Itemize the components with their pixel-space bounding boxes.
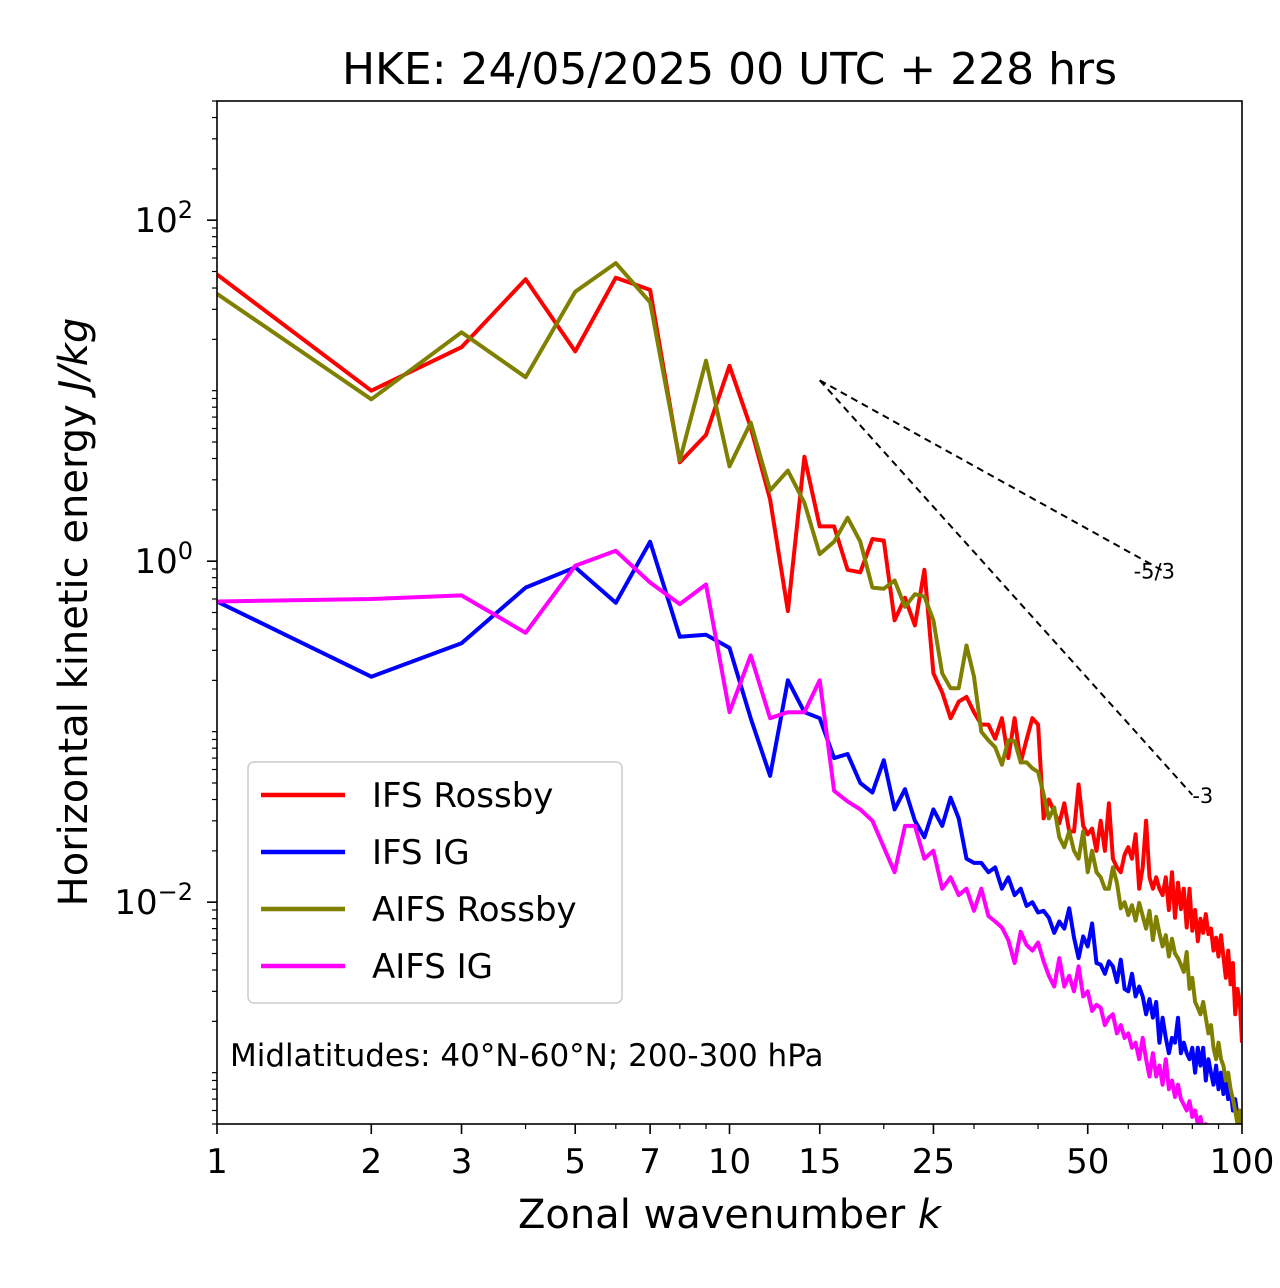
x-axis-ticks: 1 2 3 5 7 10 15 25 50 100 [206, 1124, 1274, 1182]
x-tick-label: 15 [798, 1142, 841, 1182]
x-tick-label: 2 [360, 1142, 382, 1182]
legend-label-aifs-ig: AIFS IG [372, 947, 493, 987]
series-line-aifs-rossby [217, 261, 1242, 1124]
y-axis-label-text: Horizontal kinetic energy [51, 392, 97, 907]
reference-slope-line-2 [819, 379, 1194, 796]
legend-label-aifs-rossby: AIFS Rossby [372, 890, 577, 930]
reference-slope-line-1 [819, 379, 1164, 572]
x-axis-label-text: Zonal wavenumber [518, 1192, 918, 1238]
reference-slopes: -5/3 -3 [819, 379, 1213, 808]
y-tick-label: 100 [134, 537, 193, 582]
legend-box [247, 761, 623, 1004]
x-axis-label: Zonal wavenumber k [518, 1192, 943, 1238]
chart-title: HKE: 24/05/2025 00 UTC + 228 hrs [342, 44, 1117, 95]
series-line-ifs-ig [217, 539, 1242, 1124]
region-annotation: Midlatitudes: 40°N-60°N; 200-300 hPa [230, 1038, 824, 1074]
legend-label-ifs-rossby: IFS Rossby [372, 776, 553, 816]
x-axis-label-var: k [918, 1192, 943, 1238]
legend-label-ifs-ig: IFS IG [372, 833, 470, 873]
y-axis-label: Horizontal kinetic energy J/kg [51, 318, 97, 907]
x-tick-label: 50 [1066, 1142, 1109, 1182]
series-line-ifs-rossby [217, 272, 1242, 1043]
x-tick-label: 10 [708, 1142, 751, 1182]
legend: IFS Rossby IFS IG AIFS Rossby AIFS IG [247, 761, 623, 1004]
y-tick-label: 10−2 [114, 878, 193, 923]
series-line-aifs-ig [217, 548, 1208, 1124]
x-tick-label: 25 [912, 1142, 955, 1182]
y-tick-label: 102 [134, 196, 193, 241]
reference-slope-label-1: -5/3 [1134, 560, 1175, 584]
series-layer [217, 261, 1242, 1124]
y-axis-ticks: 10−2 100 102 [114, 100, 217, 1125]
x-tick-label: 3 [451, 1142, 473, 1182]
reference-slope-label-2: -3 [1192, 784, 1213, 808]
legend-items: IFS Rossby IFS IG AIFS Rossby AIFS IG [261, 776, 577, 987]
x-tick-label: 7 [639, 1142, 661, 1182]
x-tick-label: 100 [1210, 1142, 1275, 1182]
x-tick-label: 5 [564, 1142, 586, 1182]
y-axis-label-unit: J/kg [51, 318, 97, 399]
x-tick-label: 1 [206, 1142, 228, 1182]
